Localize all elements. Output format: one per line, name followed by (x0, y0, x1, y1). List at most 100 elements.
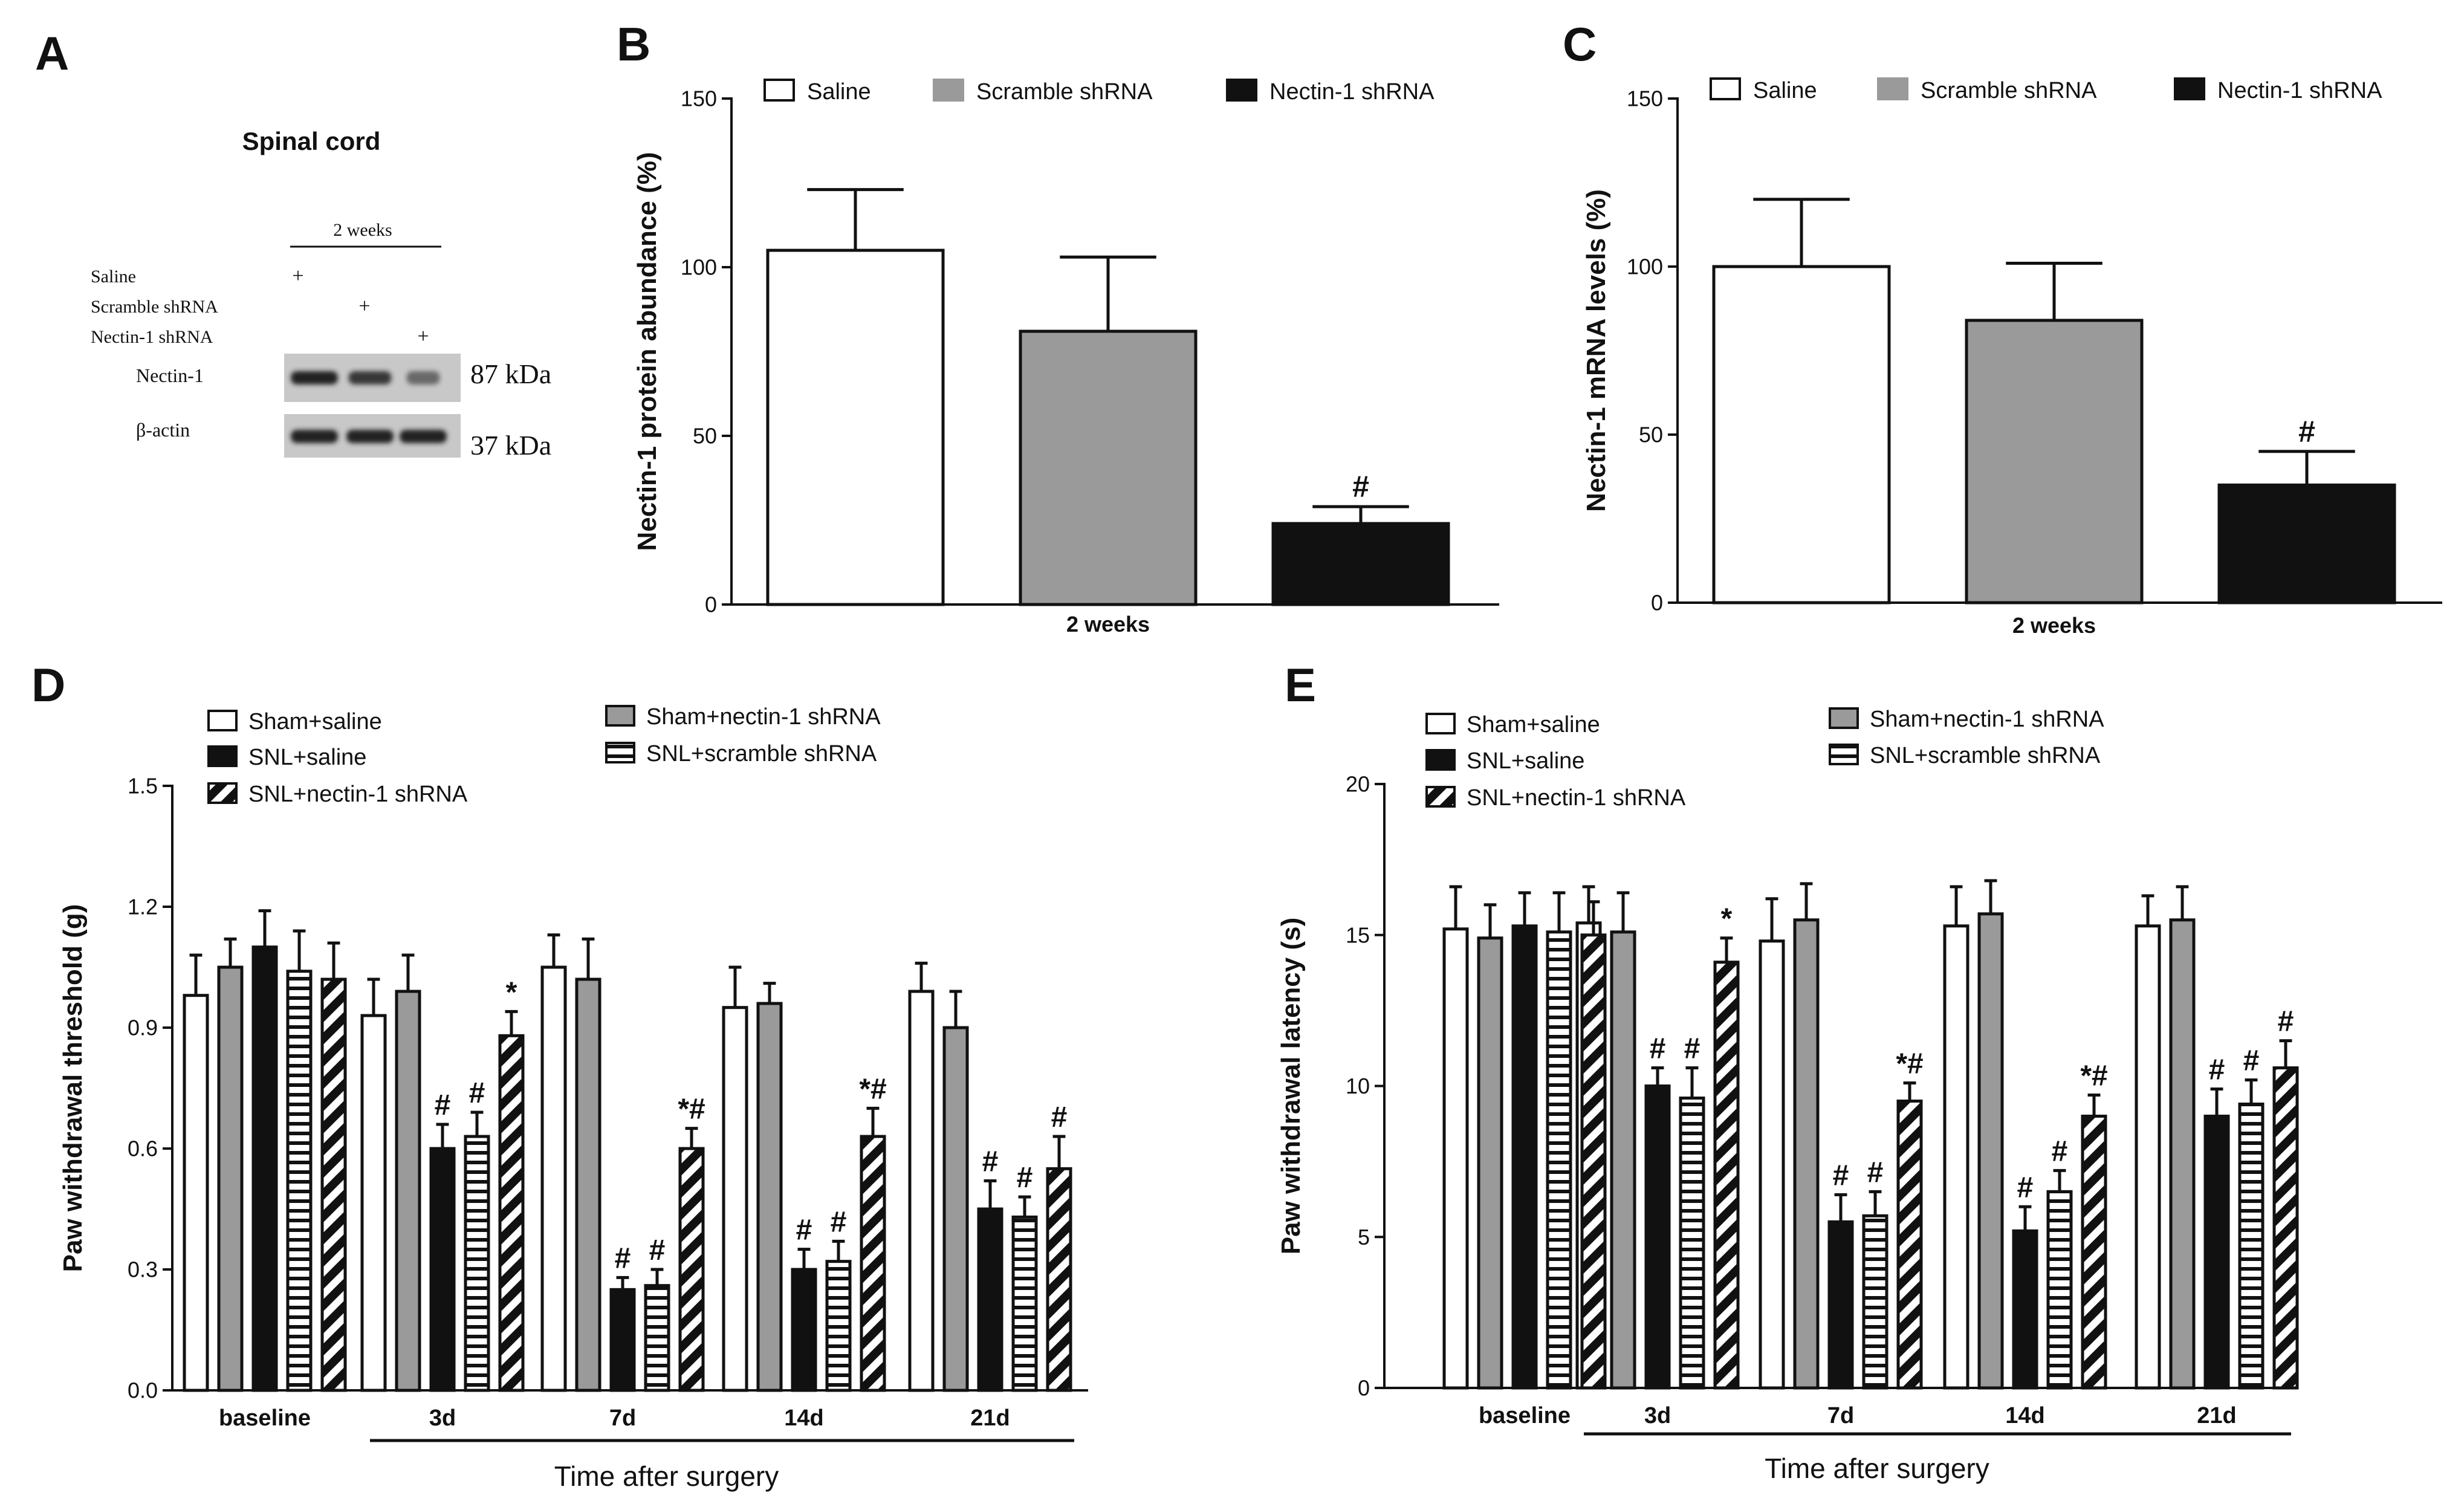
y-tick-label: 150 (681, 86, 717, 111)
bar (251, 945, 278, 1392)
blot-band (346, 430, 394, 443)
y-tick-label: 50 (693, 424, 717, 449)
legend-swatch (1829, 707, 1859, 729)
blot-timepoint: 2 weeks (333, 220, 392, 240)
bar (942, 1026, 969, 1392)
bar (1713, 961, 1740, 1390)
bar (1442, 927, 1469, 1390)
bar (2238, 1102, 2265, 1390)
bar (825, 1260, 852, 1392)
y-tick-label: 1.5 (128, 774, 158, 799)
blot-plus-mark: + (292, 265, 303, 287)
bar (1827, 1220, 1854, 1390)
significance-mark: # (1017, 1162, 1033, 1194)
y-axis-label: Nectin-1 protein abundance (%) (632, 152, 662, 551)
bar (2135, 924, 2161, 1390)
legend-label: Saline (807, 79, 871, 105)
x-axis-label: Time after surgery (1765, 1453, 1989, 1484)
significance-mark: # (1867, 1156, 1884, 1188)
blot-band (400, 430, 447, 443)
chart-withdrawal-threshold: 0.0 0.3 0.6 0.9 1.2 1.5 Paw withdrawal thresho… (58, 704, 1088, 1492)
y-tick-label: 1.2 (128, 895, 158, 919)
legend-label: Nectin-1 shRNA (1269, 79, 1435, 105)
significance-mark: # (2243, 1045, 2260, 1077)
panel-label-a: A (35, 27, 69, 80)
bar (575, 977, 601, 1392)
panel-label-c: C (1563, 18, 1597, 71)
legend-swatch (207, 710, 238, 731)
y-tick-label: 10 (1346, 1074, 1370, 1098)
significance-mark: # (2017, 1172, 2034, 1204)
x-axis-label: 2 weeks (1066, 612, 1150, 637)
bar (609, 1288, 636, 1392)
bar (1712, 265, 1891, 605)
y-axis-label: Paw withdrawal latency (s) (1276, 918, 1306, 1255)
blot-title: Spinal cord (242, 127, 381, 155)
bar (766, 248, 945, 606)
x-tick-label: 3d (1644, 1403, 1671, 1428)
legend-label: SNL+scramble shRNA (646, 741, 877, 767)
significance-mark: # (982, 1146, 999, 1178)
bar (498, 1034, 525, 1392)
significance-mark: # (1833, 1159, 1849, 1191)
legend-swatch (1425, 786, 1456, 808)
x-tick-label: 7d (609, 1405, 636, 1431)
bar (395, 990, 421, 1392)
bar (320, 977, 347, 1392)
bar (2012, 1229, 2038, 1390)
bar (1943, 924, 1970, 1390)
blot-plus-mark: + (358, 295, 370, 317)
significance-mark: # (2278, 1006, 2294, 1038)
bar (1610, 930, 1636, 1390)
legend-swatch (207, 745, 238, 767)
significance-mark: # (435, 1089, 451, 1121)
legend-label: Saline (1753, 78, 1817, 103)
y-tick-label: 5 (1358, 1225, 1370, 1250)
bar (1896, 1099, 1923, 1390)
x-tick-label: 7d (1827, 1403, 1854, 1428)
legend-swatch (1425, 749, 1456, 771)
significance-mark: # (615, 1242, 631, 1274)
significance-mark: # (2298, 415, 2315, 449)
blot-bands (291, 371, 447, 443)
significance-mark: *# (678, 1094, 705, 1126)
bar (540, 965, 567, 1392)
legend-label: Scramble shRNA (1921, 78, 2097, 103)
bar (678, 1147, 705, 1392)
bar (756, 1002, 783, 1392)
bar (1793, 918, 1820, 1390)
bar (1580, 933, 1607, 1390)
significance-mark: # (1352, 470, 1369, 504)
legend-swatch (1226, 79, 1257, 102)
significance-mark: # (796, 1214, 812, 1246)
legend-label: SNL+nectin-1 shRNA (1467, 785, 1686, 811)
y-tick-label: 0 (1358, 1376, 1370, 1401)
x-tick-label: baseline (219, 1405, 311, 1431)
significance-mark: * (506, 976, 517, 1008)
x-tick-label: 21d (970, 1405, 1010, 1431)
bar (2169, 918, 2196, 1390)
y-tick-label: 150 (1627, 86, 1663, 111)
y-tick-label: 100 (1627, 254, 1663, 279)
legend-label: SNL+nectin-1 shRNA (248, 782, 468, 807)
bar (1271, 522, 1450, 606)
blot-plus-mark: + (417, 325, 429, 348)
legend-swatch (207, 782, 238, 804)
legend-swatch (605, 705, 635, 727)
legend-swatch (2174, 77, 2205, 100)
bar (644, 1284, 670, 1392)
blot-kda-label: 37 kDa (470, 430, 551, 461)
bar (429, 1147, 456, 1392)
blot-row-label: Nectin-1 shRNA (91, 327, 213, 347)
legend-label: Sham+nectin-1 shRNA (646, 704, 881, 730)
bar (1644, 1084, 1671, 1390)
legend-label: SNL+saline (248, 745, 366, 770)
bar (1759, 939, 1785, 1390)
legend-swatch (1425, 713, 1456, 734)
blot-kda-label: 87 kDa (470, 358, 551, 389)
y-tick-label: 100 (681, 255, 717, 280)
x-axis-label: Time after surgery (554, 1460, 779, 1492)
chart-protein-abundance: 0 50 100 150 Nectin-1 protein abundance (%) #… (632, 79, 1499, 637)
chart-withdrawal-latency: 0 5 10 15 20 Paw withdrawal latency (s) # # # # # #… (1276, 707, 2299, 1484)
x-tick-label: baseline (1479, 1403, 1571, 1428)
